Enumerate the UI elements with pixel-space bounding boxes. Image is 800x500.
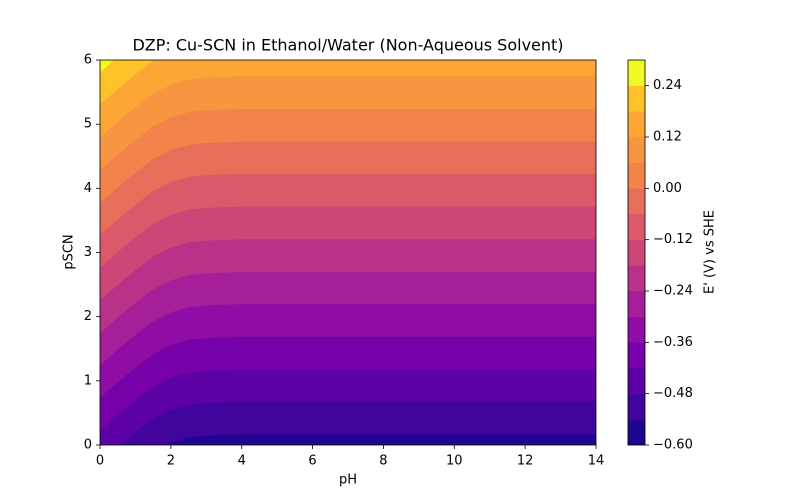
colorbar-tick-label: −0.24: [653, 284, 693, 299]
x-tick-label: 8: [379, 454, 387, 469]
colorbar-band: [627, 59, 646, 86]
x-tick-label: 10: [446, 454, 463, 469]
x-tick-label: 14: [588, 454, 605, 469]
colorbar-label: E' (V) vs SHE: [703, 210, 718, 294]
y-tick-label: 6: [84, 53, 92, 68]
colorbar-frame: [627, 59, 646, 446]
colorbar-tick-label: 0.00: [653, 181, 682, 196]
colorbar-band: [627, 188, 646, 215]
x-tick-label: 6: [308, 454, 316, 469]
colorbar-tick-label: 0.12: [653, 130, 682, 145]
colorbar-band: [627, 419, 646, 446]
contour-band: [100, 60, 155, 105]
colorbar-band: [627, 367, 646, 394]
colorbar-band: [627, 316, 646, 343]
contour-band: [100, 60, 596, 138]
x-tick-label: 0: [96, 454, 104, 469]
colorbar-band: [627, 136, 646, 163]
chart-title: DZP: Cu-SCN in Ethanol/Water (Non-Aqueou…: [132, 36, 563, 55]
colorbar-band: [627, 342, 646, 369]
x-axis-label: pH: [339, 473, 357, 488]
plot-area: [100, 60, 596, 445]
colorbar-tick-label: −0.48: [653, 386, 693, 401]
y-tick-label: 1: [84, 373, 92, 388]
y-axis-label: pSCN: [62, 234, 77, 269]
colorbar-band: [627, 393, 646, 420]
y-tick-label: 5: [84, 117, 92, 132]
y-tick-label: 0: [84, 438, 92, 453]
x-tick-label: 12: [517, 454, 534, 469]
colorbar-tick-label: −0.60: [653, 438, 693, 453]
y-tick-label: 3: [84, 245, 92, 260]
colorbar-band: [627, 85, 646, 112]
contour-band: [100, 60, 115, 73]
colorbar-tick-label: 0.24: [653, 78, 682, 93]
y-tick-label: 2: [84, 309, 92, 324]
colorbar-band: [627, 239, 646, 266]
colorbar-band: [627, 213, 646, 240]
x-tick-label: 4: [238, 454, 246, 469]
colorbar-tick-label: −0.12: [653, 232, 693, 247]
colorbar-tick-label: −0.36: [653, 335, 693, 350]
colorbar-band: [627, 111, 646, 138]
contour-band: [100, 60, 596, 170]
colorbar-band: [627, 162, 646, 189]
colorbar-band: [627, 290, 646, 317]
colorbar-band: [627, 265, 646, 292]
x-tick-label: 2: [167, 454, 175, 469]
y-tick-label: 4: [84, 181, 92, 196]
